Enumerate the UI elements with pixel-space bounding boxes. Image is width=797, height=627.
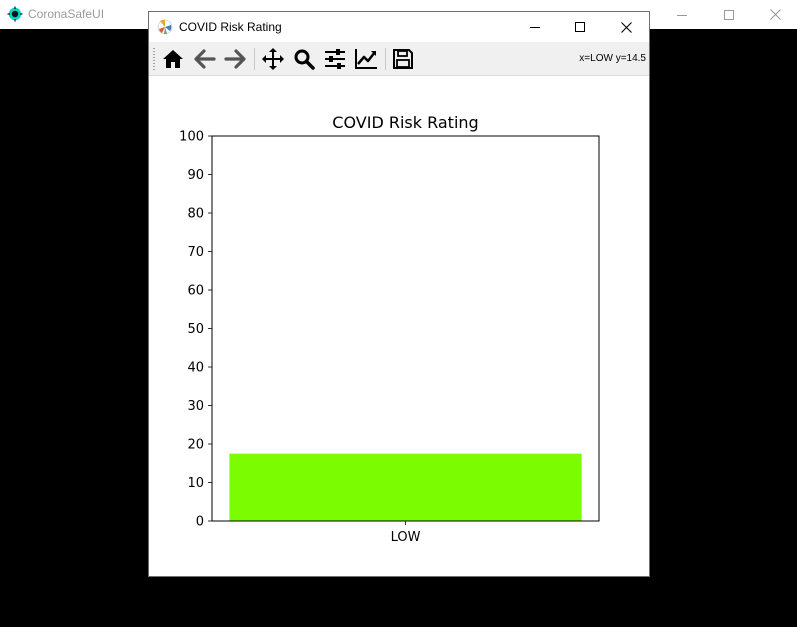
y-tick-label: 100 xyxy=(179,130,204,145)
cursor-coordinates: x=LOW y=14.5 xyxy=(579,53,646,64)
close-icon xyxy=(620,21,632,33)
home-button[interactable] xyxy=(159,45,187,73)
background-minimize-button[interactable] xyxy=(659,0,705,29)
maximize-icon xyxy=(724,9,734,20)
close-icon xyxy=(769,9,781,20)
minimize-icon xyxy=(530,27,540,28)
bar[interactable] xyxy=(229,453,582,521)
configure-subplots-button[interactable] xyxy=(321,45,349,73)
x-tick-label: LOW xyxy=(391,530,421,545)
figure-minimize-button[interactable] xyxy=(512,12,558,42)
figure-window: COVID Risk Rating xyxy=(149,12,649,576)
figure-close-button[interactable] xyxy=(603,12,649,42)
edit-axis-button[interactable] xyxy=(352,45,380,73)
background-close-button[interactable] xyxy=(752,0,797,29)
axes-frame xyxy=(211,135,600,522)
y-tick-label: 90 xyxy=(187,168,204,183)
save-button[interactable] xyxy=(389,45,417,73)
edit-axis-icon xyxy=(355,49,377,69)
zoom-button[interactable] xyxy=(290,45,318,73)
navigation-toolbar: x=LOW y=14.5 xyxy=(149,42,649,76)
maximize-icon xyxy=(575,22,585,32)
y-tick-label: 10 xyxy=(187,476,204,491)
back-button[interactable] xyxy=(191,45,219,73)
y-tick-label: 30 xyxy=(187,399,204,414)
y-tick-label: 0 xyxy=(196,515,204,530)
toolbar-separator xyxy=(254,48,255,70)
home-icon xyxy=(163,50,183,68)
toolbar-grip xyxy=(153,48,155,70)
zoom-icon xyxy=(294,49,315,70)
figure-maximize-button[interactable] xyxy=(557,12,603,42)
background-window-title: CoronaSafeUI xyxy=(28,7,105,21)
y-tick-label: 80 xyxy=(187,207,204,222)
pan-icon xyxy=(262,48,284,70)
matplotlib-icon xyxy=(157,19,173,35)
y-tick-label: 20 xyxy=(187,438,204,453)
configure-subplots-icon xyxy=(325,49,345,69)
y-tick-label: 50 xyxy=(187,322,204,337)
minimize-icon xyxy=(677,14,687,16)
pan-button[interactable] xyxy=(259,45,287,73)
forward-button[interactable] xyxy=(221,45,249,73)
figure-window-title: COVID Risk Rating xyxy=(179,20,282,34)
background-maximize-button[interactable] xyxy=(706,0,752,29)
chart-title: COVID Risk Rating xyxy=(332,113,478,132)
back-icon xyxy=(194,49,216,69)
toolbar-separator xyxy=(385,48,386,70)
y-tick-label: 40 xyxy=(187,361,204,376)
bar-chart: COVID Risk Rating LOW 0 10 20 30 40 50 60 70 80 90 1… xyxy=(179,113,600,545)
y-tick-label: 70 xyxy=(187,245,204,260)
forward-icon xyxy=(224,49,246,69)
y-tick-label: 60 xyxy=(187,284,204,299)
coronasafe-app-icon xyxy=(7,6,23,22)
save-icon xyxy=(393,49,413,69)
figure-window-titlebar[interactable]: COVID Risk Rating xyxy=(149,12,649,42)
plot-canvas[interactable]: COVID Risk Rating LOW 0 10 20 30 40 50 60 70 80 90 1… xyxy=(149,76,649,576)
